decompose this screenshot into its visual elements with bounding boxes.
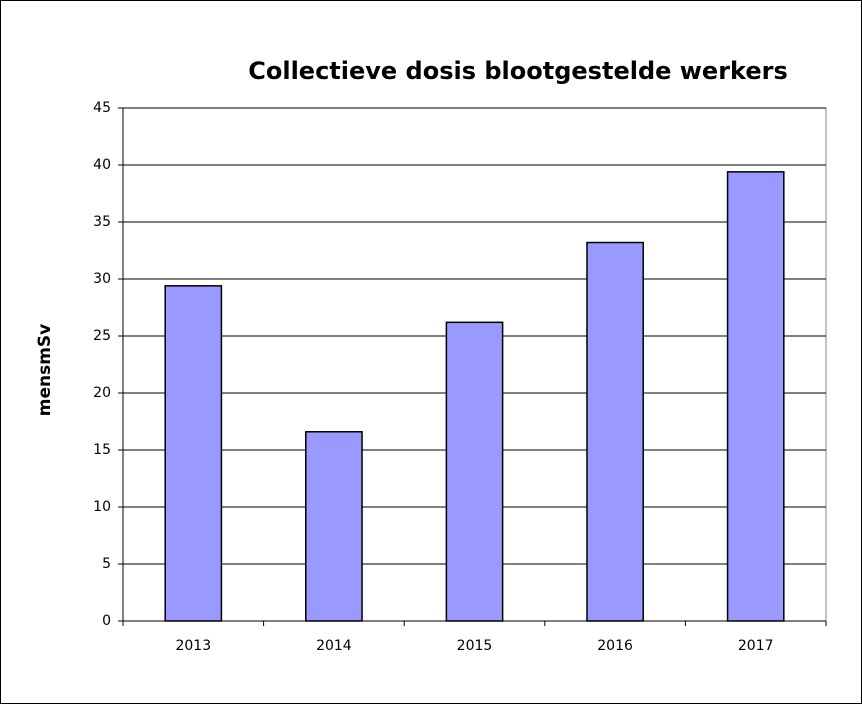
x-tick-label: 2015 xyxy=(457,638,493,654)
x-tick-label: 2014 xyxy=(316,638,352,654)
y-tick-label: 10 xyxy=(93,499,111,515)
x-tick-label: 2017 xyxy=(738,638,774,654)
bar xyxy=(726,171,785,622)
x-tick-label: 2016 xyxy=(597,638,633,654)
chart-title: Collectieve dosis blootgestelde werkers xyxy=(248,57,788,85)
y-tick-label: 15 xyxy=(93,442,111,458)
y-tick-label: 20 xyxy=(93,385,111,401)
bar xyxy=(305,431,363,622)
y-axis-label: mensmSv xyxy=(35,324,55,417)
x-tick-label: 2013 xyxy=(175,638,211,654)
y-tick-label: 5 xyxy=(102,556,111,572)
y-tick-label: 0 xyxy=(102,613,111,629)
y-tick-label: 35 xyxy=(93,214,111,230)
bar xyxy=(586,241,644,622)
bar xyxy=(164,285,223,622)
y-tick-label: 45 xyxy=(93,100,111,116)
y-tick-label: 25 xyxy=(93,328,111,344)
y-tick-label: 40 xyxy=(93,157,111,173)
bar xyxy=(445,321,504,622)
y-tick-label: 30 xyxy=(93,271,111,287)
